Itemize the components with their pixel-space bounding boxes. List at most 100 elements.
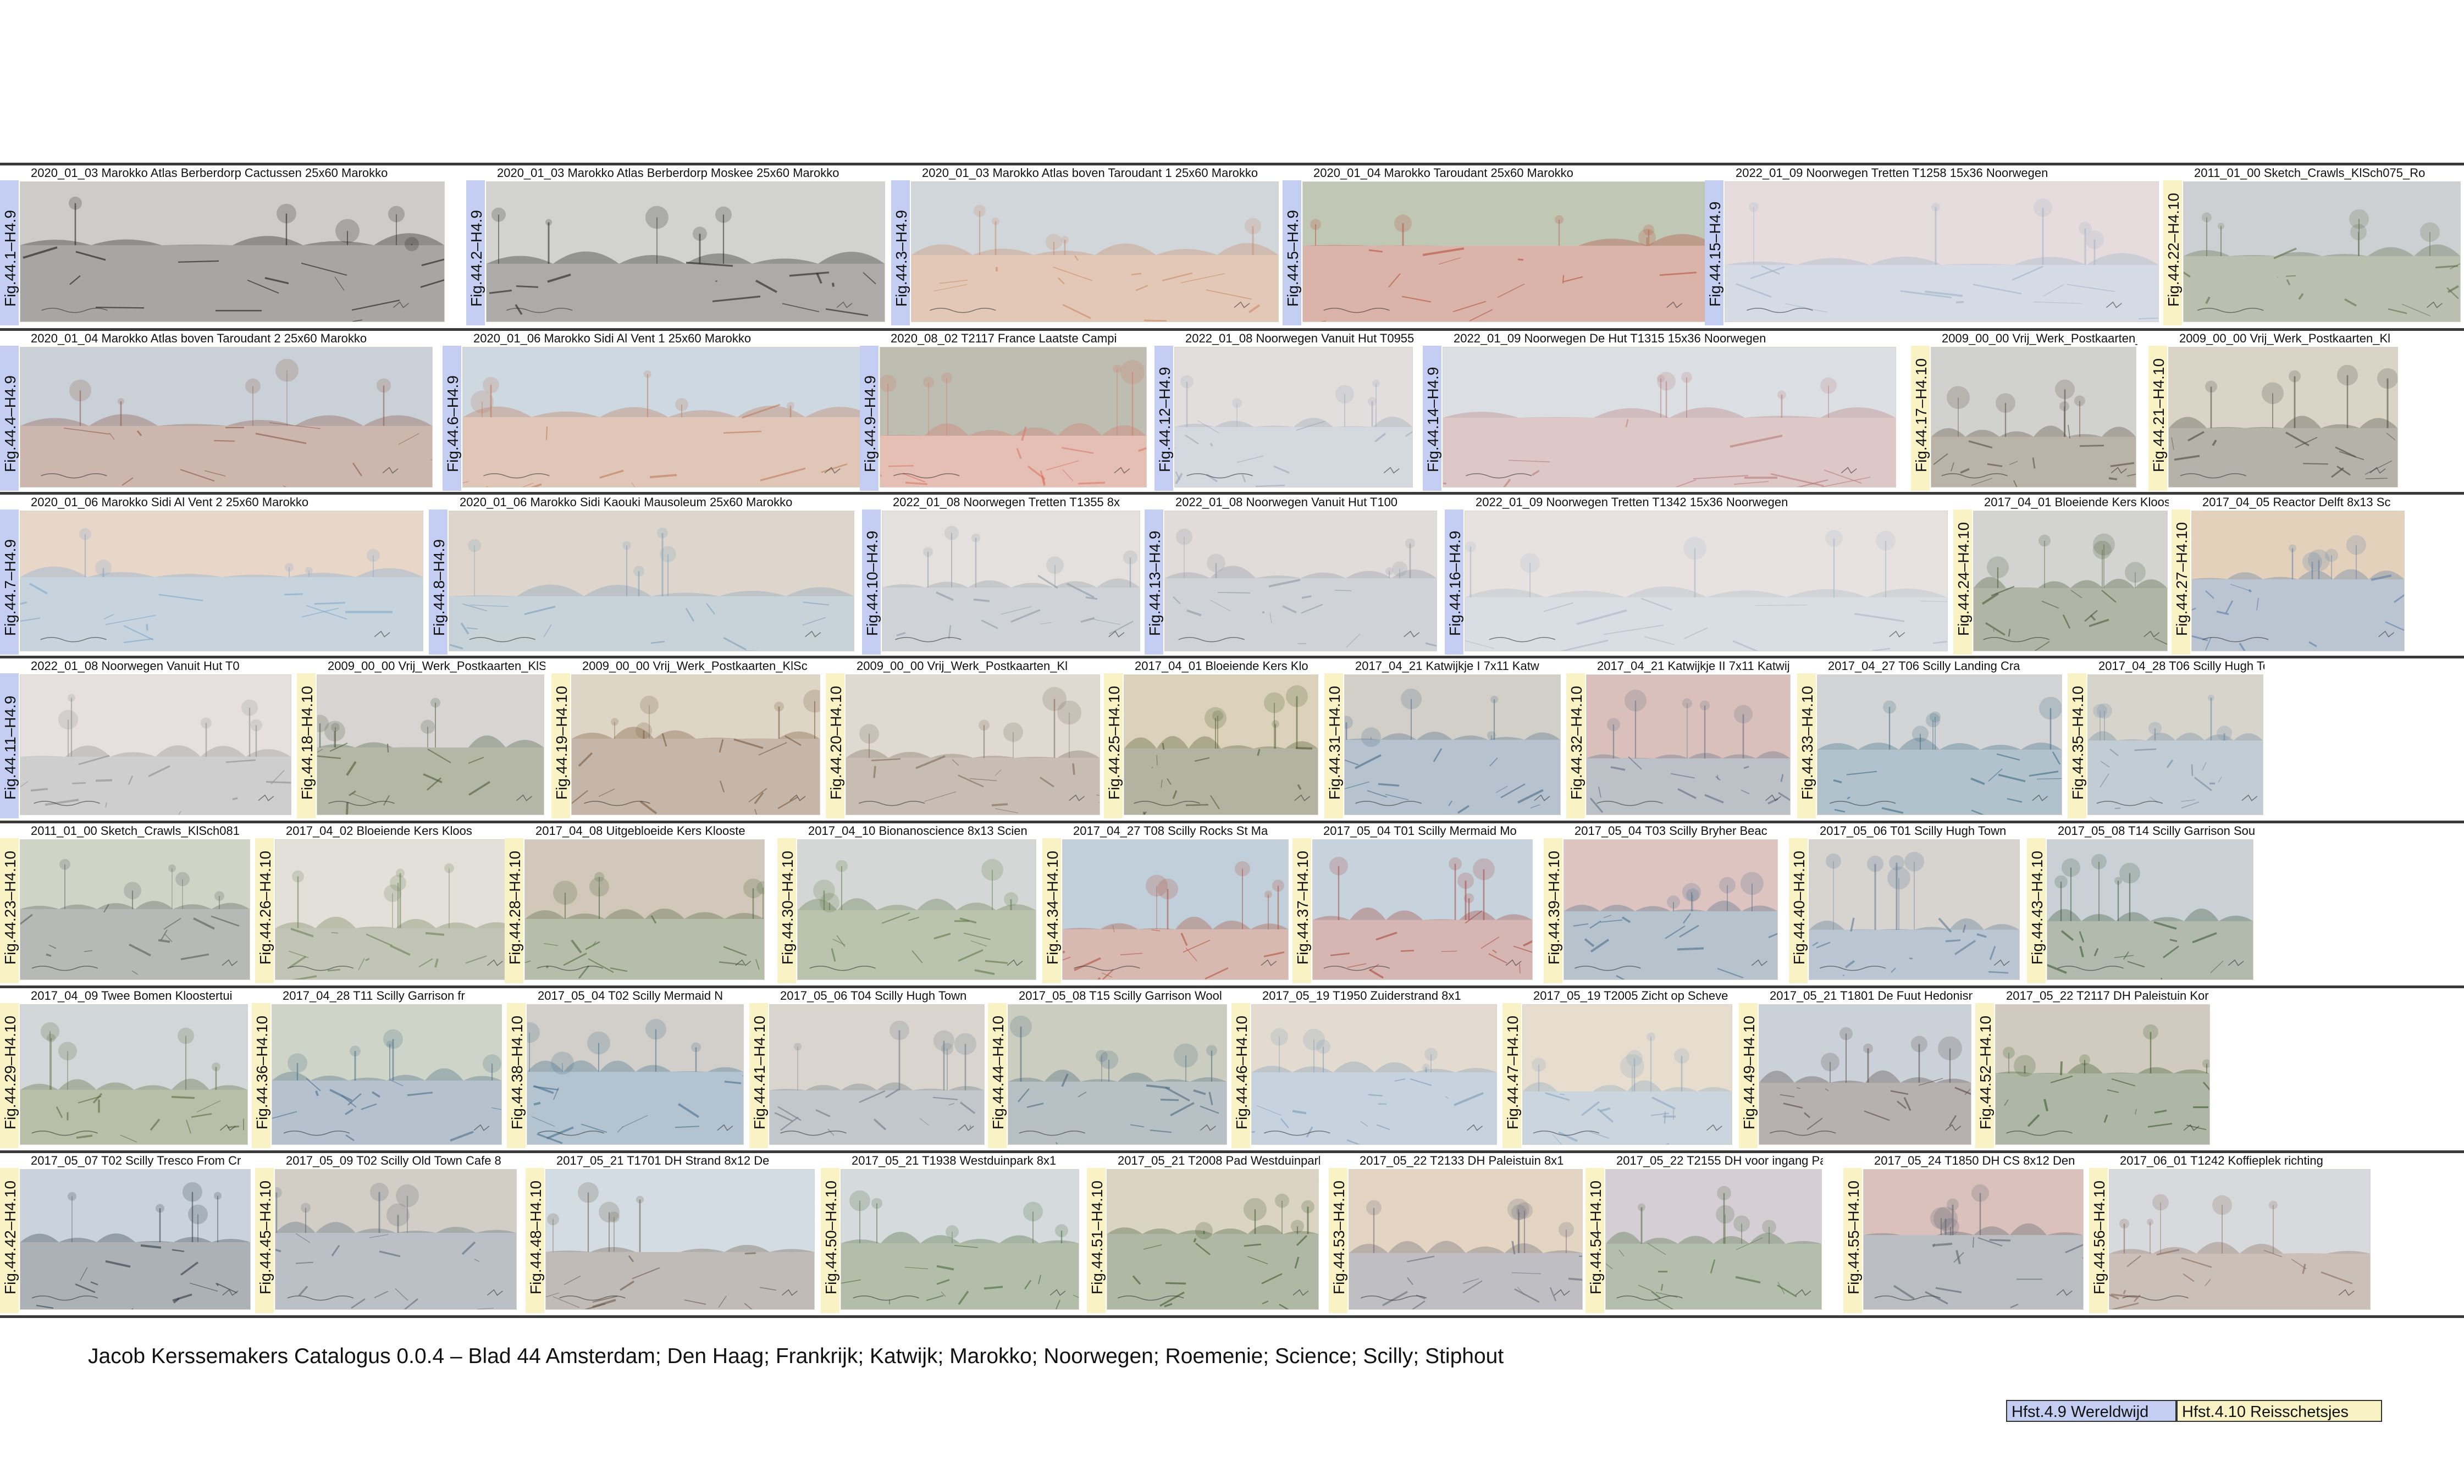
sketch-tile[interactable]: 2017_04_09 Twee Bomen Kloostertui Fig.44.…: [0, 988, 251, 1148]
sketch-tile[interactable]: 2017_05_19 T2005 Zicht op Scheve Fig.44.4…: [1502, 988, 1736, 1148]
sketch-image: [1586, 674, 1791, 815]
tile-caption: 2009_00_00 Vrij_Werk_Postkaarten_KlSc: [328, 659, 545, 673]
sketch-image: [1349, 1169, 1583, 1310]
tile-caption: 2017_05_09 T02 Scilly Old Town Cafe 8: [286, 1154, 501, 1167]
sketch-tile[interactable]: 2009_00_00 Vrij_Werk_Postkaarten_KlSc Fig…: [551, 658, 824, 818]
sketch-tile[interactable]: 2017_05_22 T2117 DH Paleistuin Kor Fig.44…: [1975, 988, 2213, 1148]
sketch-tile[interactable]: 2022_01_09 Noorwegen Tretten T1342 15x36…: [1445, 494, 1951, 655]
sketch-tile[interactable]: 2022_01_08 Noorwegen Vanuit Hut T100 Fig.…: [1145, 494, 1440, 655]
tile-caption: 2009_00_00 Vrij_Werk_Postkaarten_KlSc: [582, 659, 808, 673]
sketch-tile[interactable]: 2017_05_21 T1938 Westduinpark 8x1 Fig.44.…: [821, 1153, 1082, 1313]
sketch-tile[interactable]: 2020_01_03 Marokko Atlas Berberdorp Mosk…: [466, 165, 888, 325]
sketch-tile[interactable]: 2017_05_08 T14 Scilly Garrison Sout Fig.4…: [2027, 823, 2257, 983]
sketch-tile[interactable]: 2017_04_21 Katwijkje I 7x11 Katw Fig.44.3…: [1324, 658, 1564, 818]
sketch-tile[interactable]: 2020_01_06 Marokko Sidi Kaouki Mausoleum…: [429, 494, 858, 655]
chapter-color-strip: [2148, 346, 2167, 491]
sketch-tile[interactable]: 2017_05_08 T15 Scilly Garrison Wool Fig.4…: [988, 988, 1230, 1148]
tile-caption: 2017_05_06 T04 Scilly Hugh Town: [780, 989, 967, 1003]
row-divider: [0, 821, 2464, 823]
chapter-color-strip: [1502, 1003, 1521, 1148]
chapter-4-9-link[interactable]: Hfst.4.9 Wereldwijd: [2006, 1400, 2176, 1422]
sketch-tile[interactable]: 2017_05_24 T1850 DH CS 8x12 Den Fig.44.55…: [1843, 1153, 2087, 1313]
tile-caption: 2011_01_00 Sketch_Crawls_KlSch075_Ro: [2194, 166, 2426, 180]
chapter-color-strip: [1145, 510, 1163, 655]
sketch-tile[interactable]: 2017_04_05 Reactor Delft 8x13 Sc Fig.44.2…: [2172, 494, 2408, 655]
chapter-4-10-link[interactable]: Hfst.4.10 Reisschetsjes: [2176, 1400, 2382, 1422]
chapter-color-strip: [1154, 346, 1173, 491]
sketch-tile[interactable]: 2009_00_00 Vrij_Werk_Postkaarten_KlSc Fig…: [297, 658, 548, 818]
sketch-image: [317, 674, 544, 815]
sketch-tile[interactable]: 2017_04_10 Bionanoscience 8x13 Scien Fig.…: [777, 823, 1040, 983]
chapter-color-strip: [0, 1168, 19, 1313]
chapter-color-strip: [1087, 1168, 1106, 1313]
sketch-tile[interactable]: 2009_00_00 Vrij_Werk_Postkaarten_Kl Fig.4…: [826, 658, 1103, 818]
sketch-tile[interactable]: 2022_01_09 Noorwegen De Hut T1315 15x36 …: [1423, 330, 1899, 491]
sketch-tile[interactable]: 2017_05_09 T02 Scilly Old Town Cafe 8 Fig…: [255, 1153, 520, 1313]
sketch-tile[interactable]: 2017_05_22 T2155 DH voor ingang Pa Fig.44…: [1585, 1153, 1825, 1313]
sketch-tile[interactable]: 2009_00_00 Vrij_Werk_Postkaarten_ Fig.44.…: [1911, 330, 2140, 491]
chapter-color-strip: [1843, 1168, 1862, 1313]
sketch-tile[interactable]: 2017_05_22 T2133 DH Paleistuin 8x1 Fig.44…: [1329, 1153, 1586, 1313]
tile-caption: 2017_05_22 T2133 DH Paleistuin 8x1: [1360, 1154, 1564, 1167]
sketch-tile[interactable]: 2009_00_00 Vrij_Werk_Postkaarten_Kl Fig.4…: [2148, 330, 2401, 491]
sketch-image: [769, 1004, 985, 1145]
sketch-image: [2168, 347, 2398, 488]
sketch-tile[interactable]: 2017_04_08 Uitgebloeide Kers Klooste Fig.…: [505, 823, 768, 983]
sketch-tile[interactable]: 2017_04_01 Bloeiende Kers Klo Fig.44.25–H…: [1104, 658, 1322, 818]
sketch-tile[interactable]: 2011_01_00 Sketch_Crawls_KlSch075_Ro Fig.…: [2163, 165, 2464, 325]
sketch-tile[interactable]: 2017_05_19 T1950 Zuiderstrand 8x1 Fig.44.…: [1231, 988, 1500, 1148]
sketch-tile[interactable]: 2020_01_04 Marokko Taroudant 25x60 Marok…: [1283, 165, 1720, 325]
sketch-tile[interactable]: 2022_01_09 Noorwegen Tretten T1258 15x36…: [1705, 165, 2162, 325]
sketch-tile[interactable]: 2017_05_04 T02 Scilly Mermaid N Fig.44.38…: [507, 988, 747, 1148]
tile-caption: 2017_04_01 Bloeiende Kers Klooste: [1984, 495, 2169, 509]
sketch-image: [846, 674, 1100, 815]
sketch-tile[interactable]: 2017_05_21 T1701 DH Strand 8x12 De Fig.44…: [526, 1153, 818, 1313]
sketch-tile[interactable]: 2020_01_03 Marokko Atlas Berberdorp Cact…: [0, 165, 448, 325]
chapter-color-strip: [2027, 838, 2046, 983]
sketch-tile[interactable]: 2020_08_02 T2117 France Laatste Campi Fig…: [860, 330, 1150, 491]
sketch-image: [1008, 1004, 1227, 1145]
sketch-tile[interactable]: 2020_01_04 Marokko Atlas boven Taroudant…: [0, 330, 436, 491]
chapter-color-strip: [507, 1003, 526, 1148]
sketch-tile[interactable]: 2017_05_06 T01 Scilly Hugh Town Fig.44.40…: [1789, 823, 2023, 983]
sketch-tile[interactable]: 2017_05_07 T02 Scilly Tresco From Cr Fig.…: [0, 1153, 254, 1313]
sketch-image: [1522, 1004, 1732, 1145]
sketch-tile[interactable]: 2022_01_08 Noorwegen Tretten T1355 8x Fig…: [862, 494, 1143, 655]
chapter-color-strip: [2163, 180, 2182, 325]
chapter-color-strip: [2068, 673, 2086, 818]
tile-caption: 2022_01_08 Noorwegen Vanuit Hut T0955: [1185, 331, 1414, 345]
sketch-image: [20, 1004, 248, 1145]
sketch-tile[interactable]: 2022_01_08 Noorwegen Vanuit Hut T0 Fig.44…: [0, 658, 295, 818]
sketch-tile[interactable]: 2020_01_03 Marokko Atlas boven Taroudant…: [891, 165, 1282, 325]
sketch-tile[interactable]: 2017_04_01 Bloeiende Kers Klooste Fig.44.…: [1953, 494, 2171, 655]
sketch-tile[interactable]: 2017_05_04 T03 Scilly Bryher Beac Fig.44.…: [1544, 823, 1781, 983]
sketch-tile[interactable]: 2017_05_06 T04 Scilly Hugh Town Fig.44.41…: [749, 988, 988, 1148]
sketch-image: [1251, 1004, 1497, 1145]
sketch-tile[interactable]: 2017_06_01 T1242 Koffieplek richting Fig.…: [2089, 1153, 2374, 1313]
sketch-image: [1107, 1169, 1319, 1310]
sketch-tile[interactable]: 2017_04_28 T11 Scilly Garrison fr Fig.44.…: [252, 988, 505, 1148]
sketch-tile[interactable]: 2011_01_00 Sketch_Crawls_KlSch081 Fig.44.…: [0, 823, 253, 983]
tile-caption: 2017_04_08 Uitgebloeide Kers Klooste: [535, 824, 745, 838]
sketch-tile[interactable]: 2017_04_21 Katwijkje II 7x11 Katwij Fig.4…: [1566, 658, 1794, 818]
sketch-tile[interactable]: 2017_04_27 T08 Scilly Rocks St Ma Fig.44.…: [1042, 823, 1292, 983]
sketch-tile[interactable]: 2017_05_04 T01 Scilly Mermaid Mo Fig.44.3…: [1292, 823, 1536, 983]
sketch-image: [527, 1004, 744, 1145]
tile-caption: 2022_01_08 Noorwegen Tretten T1355 8x: [893, 495, 1120, 509]
sketch-tile[interactable]: 2022_01_08 Noorwegen Vanuit Hut T0955 Fig…: [1154, 330, 1416, 491]
sketch-tile[interactable]: 2017_04_02 Bloeiende Kers Kloos Fig.44.26…: [255, 823, 520, 983]
tile-caption: 2017_04_05 Reactor Delft 8x13 Sc: [2202, 495, 2391, 509]
sketch-tile[interactable]: 2020_01_06 Marokko Sidi Al Vent 1 25x60 …: [443, 330, 878, 491]
chapter-color-strip: [1739, 1003, 1758, 1148]
tile-caption: 2017_05_21 T2008 Pad Westduinpark: [1118, 1154, 1320, 1167]
sketch-tile[interactable]: 2017_04_28 T06 Scilly Hugh Tow Fig.44.35–…: [2068, 658, 2267, 818]
sketch-tile[interactable]: 2017_04_27 T06 Scilly Landing Cra Fig.44.…: [1797, 658, 2065, 818]
sketch-image: [1302, 181, 1717, 322]
chapter-color-strip: [255, 838, 274, 983]
chapter-color-strip: [862, 510, 881, 655]
row-divider: [0, 1150, 2464, 1153]
sketch-tile[interactable]: 2017_05_21 T2008 Pad Westduinpark Fig.44.…: [1087, 1153, 1322, 1313]
sketch-tile[interactable]: 2020_01_06 Marokko Sidi Al Vent 2 25x60 …: [0, 494, 427, 655]
sketch-tile[interactable]: 2017_05_21 T1801 De Fuut Hedonism Fig.44.…: [1739, 988, 1975, 1148]
row-divider: [0, 1315, 2464, 1318]
